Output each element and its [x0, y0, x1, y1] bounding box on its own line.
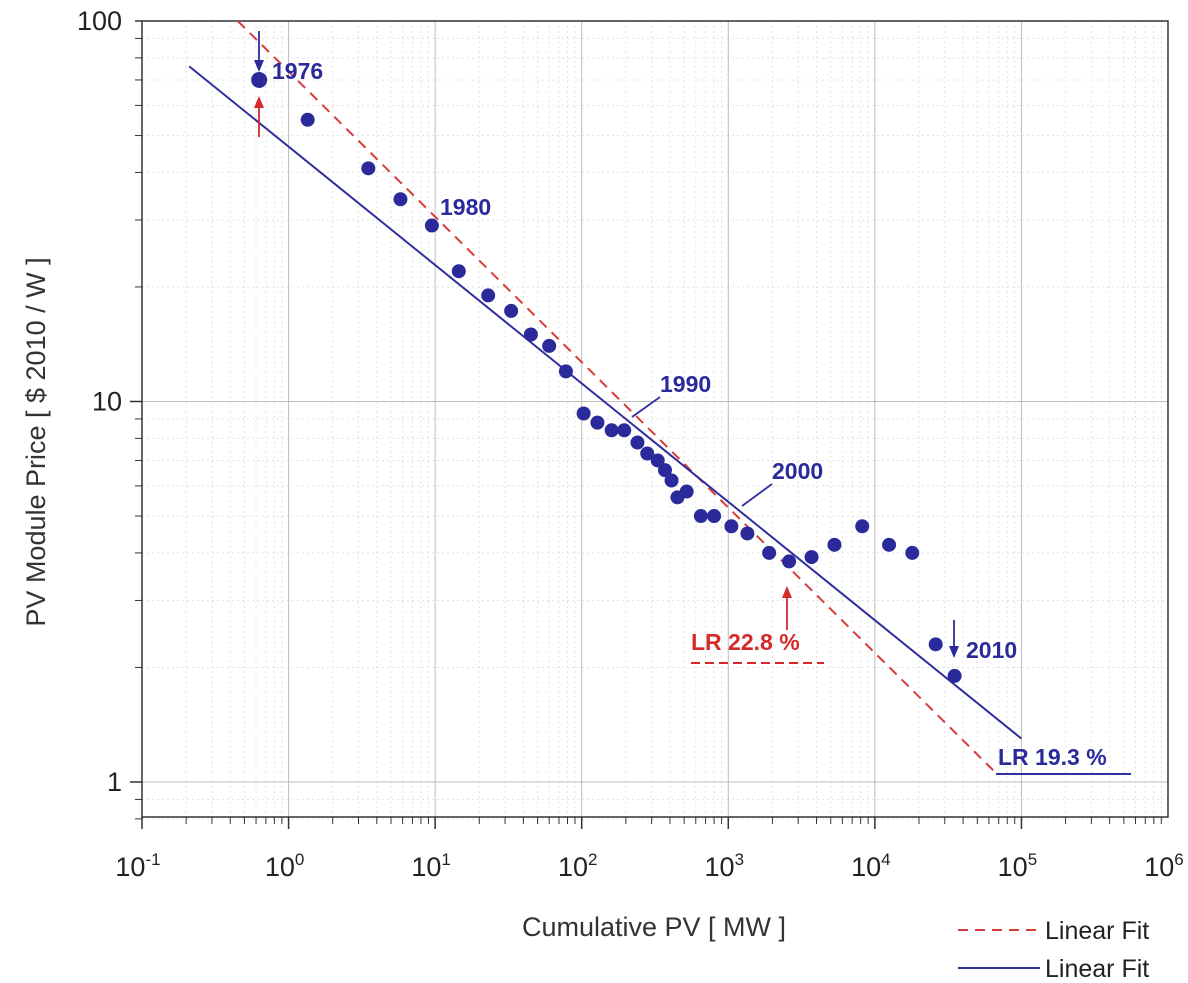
x-tick-label: 101	[411, 850, 451, 882]
data-point	[630, 435, 645, 450]
x-tick-label: 105	[998, 850, 1038, 882]
arrow-1976-up	[254, 96, 264, 137]
data-point	[947, 668, 962, 683]
x-axis-ticks	[141, 817, 1162, 829]
x-tick-label: 10-1	[115, 850, 160, 882]
data-point	[504, 303, 519, 318]
y-axis-tick-labels: 1 10 100	[77, 6, 122, 797]
y-tick-label: 1	[107, 767, 122, 797]
data-point	[451, 264, 466, 279]
arrow-red-lr	[782, 586, 792, 630]
x-tick-label: 104	[851, 850, 891, 882]
data-point	[558, 364, 573, 379]
data-point	[251, 71, 268, 88]
data-point	[393, 192, 408, 207]
legend: Linear Fit Linear Fit	[958, 917, 1149, 983]
data-point	[762, 545, 777, 560]
arrow-2010-down	[949, 620, 959, 658]
data-point	[679, 484, 694, 499]
annotation-2000: 2000	[772, 458, 823, 484]
legend-label-red: Linear Fit	[1045, 917, 1149, 945]
data-point	[523, 327, 538, 342]
data-point	[782, 554, 797, 569]
major-grid	[142, 21, 1168, 817]
data-point	[617, 423, 632, 438]
minor-grid	[142, 21, 1168, 820]
y-tick-label: 100	[77, 6, 122, 36]
x-axis-tick-labels: 10-1 100 101 102 103 104 105 106	[115, 850, 1183, 882]
data-point	[882, 537, 897, 552]
annotation-2010: 2010	[966, 637, 1017, 663]
data-point	[707, 509, 722, 524]
annotation-1990: 1990	[660, 371, 711, 397]
data-point	[604, 423, 619, 438]
annotation-1976: 1976	[272, 58, 323, 84]
data-point	[664, 473, 679, 488]
data-point	[905, 545, 920, 560]
x-tick-label: 100	[265, 850, 305, 882]
plot-frame	[141, 20, 1169, 818]
x-tick-label: 106	[1144, 850, 1184, 882]
arrow-1976-down	[254, 31, 264, 72]
legend-label-blue: Linear Fit	[1045, 955, 1149, 983]
linear-fit-blue-solid-line	[188, 65, 1023, 740]
data-point	[650, 453, 665, 468]
data-point	[804, 550, 819, 565]
data-point	[640, 446, 655, 461]
annotation-lr-blue: LR 19.3 %	[998, 744, 1107, 770]
data-point	[481, 288, 496, 303]
y-tick-label: 10	[92, 387, 122, 417]
data-point	[590, 415, 605, 430]
data-point	[424, 218, 439, 233]
data-point	[724, 519, 739, 534]
data-point	[693, 509, 708, 524]
y-axis-ticks	[130, 20, 142, 820]
leader-2000	[741, 483, 773, 507]
annotation-1980: 1980	[440, 194, 491, 220]
linear-fit-red-dashed-line	[237, 20, 998, 775]
data-points	[251, 71, 962, 683]
annotation-lr-red: LR 22.8 %	[691, 629, 800, 655]
data-point	[827, 537, 842, 552]
data-point	[361, 161, 376, 176]
x-axis-title: Cumulative PV [ MW ]	[522, 912, 786, 942]
leader-1990	[631, 396, 661, 418]
data-point	[576, 406, 591, 421]
data-point	[300, 112, 315, 127]
data-point	[740, 526, 755, 541]
x-tick-label: 102	[558, 850, 598, 882]
y-axis-title: PV Module Price [ $ 2010 / W ]	[21, 257, 51, 626]
data-point	[657, 463, 672, 478]
data-point	[855, 519, 870, 534]
data-point	[542, 338, 557, 353]
data-point	[928, 637, 943, 652]
x-tick-label: 103	[705, 850, 745, 882]
